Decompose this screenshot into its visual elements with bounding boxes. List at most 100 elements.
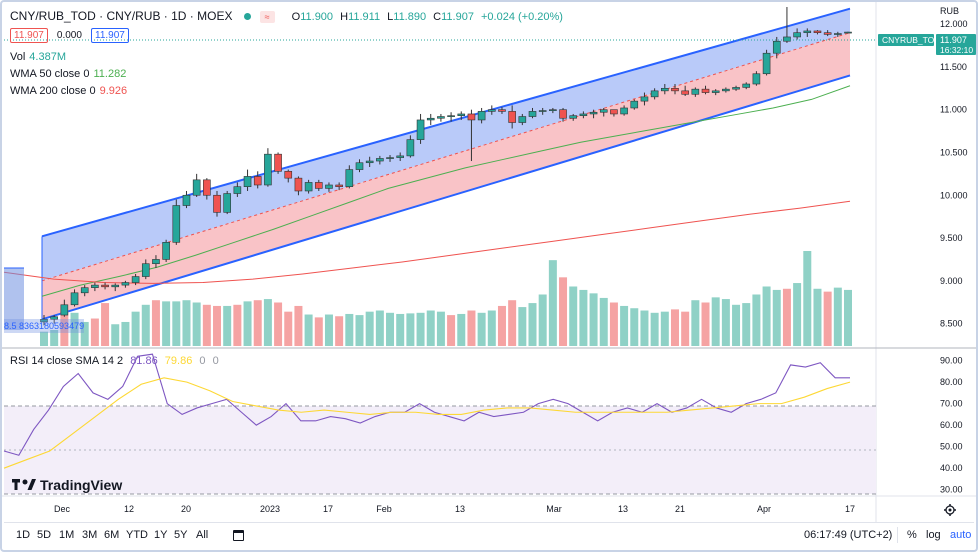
volume-bar [844, 289, 852, 346]
symbol-header: CNY/RUB_TOD · CNY/RUB · 1D · MOEX ≈ O11.… [10, 9, 563, 24]
channel-upper-fill [42, 8, 850, 281]
candle-body [620, 107, 628, 115]
time-label: Feb [376, 504, 392, 514]
candle-body [121, 282, 130, 286]
volume-bar [813, 288, 822, 346]
volume-bar [457, 313, 466, 346]
time-label: 12 [124, 504, 134, 514]
gear-icon[interactable] [944, 504, 956, 516]
rsi-scale-ticks[interactable]: 90.00 80.00 70.00 60.00 50.00 40.00 30.00 [940, 356, 963, 495]
currency-label: RUB [940, 6, 959, 16]
range-3m[interactable]: 3M [82, 529, 98, 541]
time-axis-labels[interactable]: Dec 12 20 2023 17 Feb 13 Mar 13 21 Apr 17 [54, 504, 855, 514]
ask-box[interactable]: 11.907 [91, 28, 129, 43]
candle-body [101, 284, 109, 288]
candle-body [406, 139, 415, 157]
rsi-tick: 80.00 [940, 377, 963, 387]
range-5y[interactable]: 5Y [174, 529, 188, 541]
volume-bar [477, 312, 486, 346]
clock[interactable]: 06:17:49 (UTC+2) [804, 529, 893, 541]
candle-body [650, 90, 659, 98]
candle-body [477, 111, 486, 121]
bid-box[interactable]: 11.907 [10, 28, 48, 43]
candle-body [569, 115, 578, 119]
candle-body [141, 263, 150, 277]
vol-legend[interactable]: Vol 4.387M [10, 50, 66, 64]
wma50-value: 11.282 [93, 68, 127, 80]
volume-bar [365, 311, 374, 346]
tradingview-logo: TradingView [12, 477, 122, 493]
candle-body [518, 116, 527, 123]
percent-toggle[interactable]: % [907, 529, 917, 541]
volume-bar [233, 304, 242, 346]
volume-bar [487, 310, 496, 346]
symbol-title[interactable]: CNY/RUB_TOD · CNY/RUB · 1D · MOEX [10, 9, 233, 23]
bid-ask-row: 11.907 0.000 11.907 [10, 28, 129, 43]
wma50-label: WMA 50 close 0 [10, 68, 90, 80]
wma50-legend[interactable]: WMA 50 close 0 11.282 [10, 67, 126, 81]
rsi-tick: 40.00 [940, 463, 963, 473]
candle-body [630, 100, 639, 109]
candle-body [772, 40, 781, 54]
candle-body [396, 155, 405, 158]
volume-bar [660, 311, 669, 346]
range-all[interactable]: All [196, 529, 209, 541]
candle-body [732, 87, 740, 90]
price-tick: 8.500 [940, 319, 963, 329]
candle-body [365, 160, 374, 164]
ohlc-close: C11.907 [433, 11, 474, 23]
chart-canvas[interactable]: RUB 12.000 11.500 11.000 10.500 10.000 9.500 9… [2, 2, 976, 522]
price-scale-ticks[interactable]: 12.000 11.500 11.000 10.500 10.000 9.500 9.000… [940, 19, 968, 328]
candle-body [844, 31, 852, 34]
spread-value: 0.000 [56, 30, 82, 41]
range-1d[interactable]: 1D [16, 529, 31, 541]
range-1y[interactable]: 1Y [154, 529, 168, 541]
volume-bar [151, 300, 160, 346]
countdown-label: 16:32:10 [940, 45, 973, 55]
candle-body [233, 186, 242, 194]
last-price-label-bg [936, 34, 976, 55]
wma200-legend[interactable]: WMA 200 close 0 9.926 [10, 84, 127, 98]
candle-body [284, 170, 293, 179]
volume-bar [274, 302, 283, 346]
candle-body [50, 316, 58, 320]
candle-body [203, 179, 211, 196]
candle-body [386, 157, 394, 159]
rsi-legend[interactable]: RSI 14 close SMA 14 2 81.86 79.86 0 0 [10, 354, 219, 368]
candle-body [70, 292, 79, 306]
volume-bar [701, 302, 710, 346]
candle-body [162, 242, 170, 260]
calendar-icon[interactable] [233, 530, 244, 541]
candle-body [722, 88, 730, 92]
vol-value: 4.387M [29, 51, 66, 63]
candle-body [60, 304, 69, 316]
candle-body [752, 73, 761, 85]
volume-bar [111, 324, 120, 346]
candle-body [793, 32, 801, 38]
candle-body [447, 115, 455, 117]
volume-bar [263, 299, 272, 346]
volume-bar [182, 300, 191, 346]
range-6m[interactable]: 6M [104, 529, 120, 541]
volume-bar [670, 309, 679, 346]
moving-averages [3, 85, 851, 297]
range-5d[interactable]: 5D [37, 529, 52, 541]
volume-bar [569, 286, 578, 346]
time-label: 21 [675, 504, 685, 514]
range-ytd[interactable]: YTD [126, 529, 148, 541]
volume-bar [121, 321, 130, 346]
wma200-label: WMA 200 close 0 [10, 85, 96, 97]
regression-channel[interactable] [41, 7, 851, 321]
candle-body [274, 153, 282, 172]
rsi-tick: 30.00 [940, 485, 963, 495]
volume-bar [70, 312, 79, 346]
auto-toggle[interactable]: auto [950, 529, 972, 541]
log-toggle[interactable]: log [926, 529, 941, 541]
price-tick: 10.500 [940, 147, 968, 157]
logo-text: TradingView [40, 477, 122, 493]
volume-bar [467, 310, 476, 346]
range-1m[interactable]: 1M [59, 529, 75, 541]
candle-body [640, 96, 649, 102]
candle-body [91, 284, 99, 288]
volume-bar [253, 300, 262, 346]
